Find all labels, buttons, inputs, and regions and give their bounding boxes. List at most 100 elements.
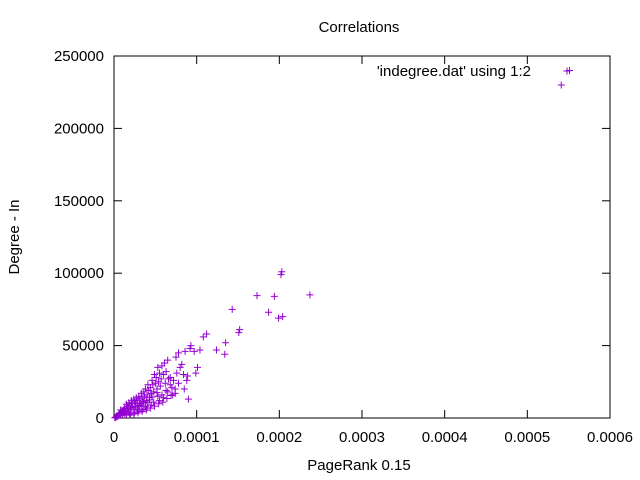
data-point bbox=[236, 326, 244, 334]
data-point bbox=[253, 292, 261, 300]
data-point bbox=[125, 408, 133, 416]
legend-marker bbox=[563, 67, 571, 75]
data-point bbox=[111, 414, 119, 422]
data-point bbox=[141, 385, 149, 393]
data-point bbox=[164, 388, 172, 396]
data-point bbox=[179, 371, 187, 379]
data-point bbox=[130, 410, 138, 418]
data-point bbox=[199, 333, 207, 341]
data-point bbox=[278, 268, 286, 276]
data-point bbox=[123, 405, 131, 413]
data-point bbox=[176, 363, 184, 371]
x-tick-label: 0.0004 bbox=[422, 429, 468, 446]
data-point bbox=[140, 397, 148, 405]
data-point bbox=[164, 356, 172, 364]
data-point bbox=[121, 410, 129, 418]
data-point bbox=[174, 379, 182, 387]
data-point bbox=[155, 369, 163, 377]
x-axis-label: PageRank 0.15 bbox=[307, 457, 410, 474]
data-point bbox=[196, 346, 204, 354]
y-tick-label: 250000 bbox=[54, 48, 104, 65]
chart-title: Correlations bbox=[319, 19, 400, 36]
data-point bbox=[161, 379, 169, 387]
data-point bbox=[160, 371, 168, 379]
data-point bbox=[184, 372, 192, 380]
data-point bbox=[277, 271, 285, 279]
data-point bbox=[165, 375, 173, 383]
data-point bbox=[136, 402, 144, 410]
data-point bbox=[158, 391, 166, 399]
x-tick-label: 0.0002 bbox=[256, 429, 302, 446]
data-point bbox=[154, 363, 162, 371]
data-point bbox=[192, 369, 200, 377]
data-point bbox=[137, 401, 145, 409]
x-tick-label: 0.0005 bbox=[504, 429, 550, 446]
data-points bbox=[111, 66, 573, 422]
data-point bbox=[163, 394, 171, 402]
data-point bbox=[151, 371, 159, 379]
x-tick-label: 0.0003 bbox=[339, 429, 385, 446]
data-point bbox=[187, 342, 195, 350]
data-point bbox=[235, 329, 243, 337]
y-tick-label: 150000 bbox=[54, 193, 104, 210]
data-point bbox=[167, 392, 175, 400]
data-point bbox=[144, 381, 152, 389]
data-point bbox=[265, 308, 273, 316]
legend-marker-plus bbox=[563, 67, 571, 75]
y-axis: 0 50000 100000 150000 200000 250000 bbox=[54, 48, 610, 427]
data-point bbox=[275, 314, 283, 322]
data-point bbox=[306, 291, 314, 299]
data-point bbox=[122, 400, 130, 408]
data-point bbox=[168, 384, 176, 392]
data-point bbox=[138, 407, 146, 415]
data-point bbox=[203, 330, 211, 338]
data-point bbox=[153, 389, 161, 397]
y-tick-label: 100000 bbox=[54, 265, 104, 282]
data-point bbox=[133, 405, 141, 413]
data-point bbox=[148, 376, 156, 384]
data-point bbox=[160, 394, 168, 402]
data-point bbox=[151, 402, 159, 410]
data-point bbox=[557, 81, 565, 89]
data-point bbox=[159, 398, 167, 406]
data-point bbox=[228, 305, 236, 313]
data-point bbox=[145, 386, 153, 394]
data-point bbox=[222, 339, 230, 347]
data-point bbox=[213, 346, 221, 354]
data-point bbox=[180, 385, 188, 393]
data-point bbox=[148, 393, 156, 401]
data-point bbox=[166, 373, 174, 381]
data-point bbox=[156, 382, 164, 390]
data-point bbox=[221, 350, 229, 358]
data-point bbox=[146, 404, 154, 412]
plot-border bbox=[113, 55, 611, 419]
data-point bbox=[172, 353, 180, 361]
data-point bbox=[270, 292, 278, 300]
data-point bbox=[126, 411, 134, 419]
data-point bbox=[155, 400, 163, 408]
data-point bbox=[183, 376, 191, 384]
data-point bbox=[190, 347, 198, 355]
data-point bbox=[171, 389, 179, 397]
data-point bbox=[131, 400, 139, 408]
data-point bbox=[150, 398, 158, 406]
legend: 'indegree.dat' using 1:2 bbox=[377, 63, 571, 80]
data-point bbox=[152, 373, 160, 381]
data-point bbox=[170, 376, 178, 384]
y-tick-label: 50000 bbox=[62, 338, 104, 355]
data-point bbox=[154, 392, 162, 400]
data-point bbox=[134, 409, 142, 417]
data-point bbox=[181, 347, 189, 355]
y-tick-label: 200000 bbox=[54, 120, 104, 137]
data-point bbox=[142, 406, 150, 414]
data-point bbox=[141, 402, 149, 410]
data-point bbox=[186, 344, 194, 352]
data-point bbox=[184, 395, 192, 403]
data-point bbox=[117, 406, 125, 414]
data-point bbox=[279, 313, 287, 321]
y-tick-label: 0 bbox=[96, 410, 104, 427]
y-axis-label: Degree - In bbox=[6, 199, 23, 274]
data-point bbox=[144, 399, 152, 407]
data-point bbox=[158, 362, 166, 370]
